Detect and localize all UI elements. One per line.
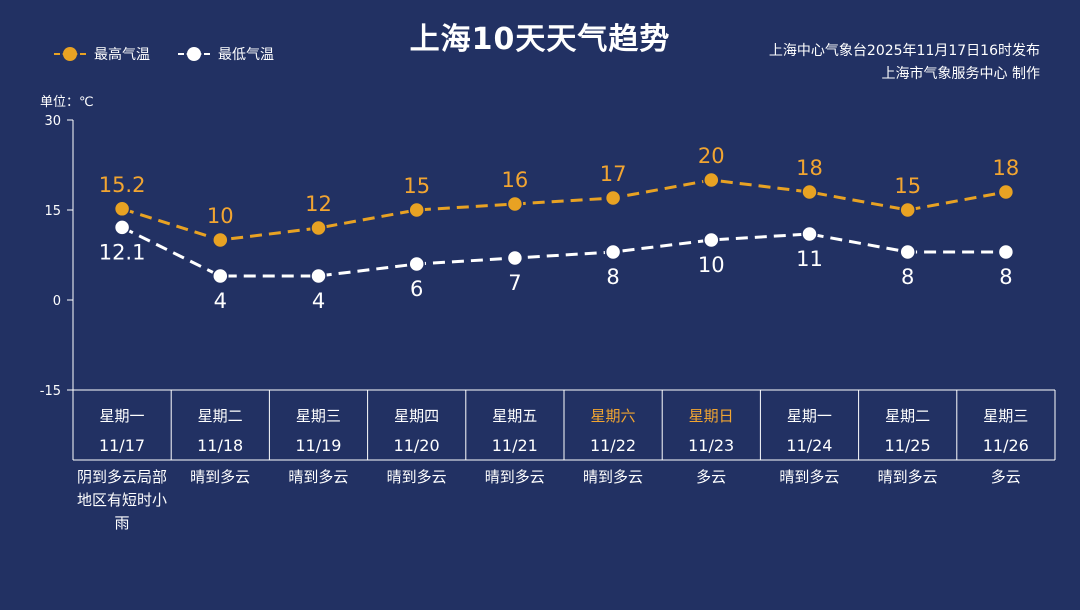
date-label: 11/22 [589,436,637,455]
date-label: 11/24 [786,436,833,455]
high-temp-point [604,189,622,207]
legend-swatch-low [178,47,210,61]
weekday-label: 星期五 [492,407,538,425]
high-temp-data-label: 15 [403,174,430,198]
low-temp-data-label: 7 [508,271,521,295]
high-temp-point [408,201,425,219]
date-label: 11/19 [295,436,342,455]
unit-label: 单位：℃ [40,95,94,110]
low-temp-data-label: 4 [214,289,227,313]
high-temp-point [212,231,229,249]
weekday-label: 星期一 [99,407,145,425]
high-temp-data-label: 12 [305,192,332,216]
source-line-2: 上海市气象服务中心 制作 [881,66,1040,82]
low-temp-point [310,267,327,285]
low-temp-point [997,243,1015,261]
low-temp-data-label: 12.1 [99,240,146,264]
low-temp-point [899,243,916,261]
low-temp-data-label: 10 [698,253,725,277]
day-column: 星期一 11/17 阴到多云局部地区有短时小雨 [73,392,171,535]
high-temp-point [310,219,327,237]
source-line-1: 上海中心气象台2025年11月17日16时发布 [768,43,1040,59]
weather-label: 晴到多云 [386,468,447,486]
low-temp-data-label: 8 [606,265,619,289]
weekday-label: 星期三 [983,407,1029,425]
high-temp-data-label: 16 [502,168,529,192]
day-column: 星期三 11/26 多云 [957,392,1055,489]
high-temp-data-label: 15.2 [99,173,146,197]
weekday-label: 星期六 [590,407,636,425]
date-label: 11/23 [688,436,735,455]
date-label: 11/21 [491,436,538,455]
low-temp-point [212,267,229,285]
weekday-label: 星期四 [394,407,440,425]
low-temp-point [801,225,818,243]
legend-item-low: 最低气温 [178,44,274,64]
weekday-label: 星期二 [885,407,931,425]
weekday-label: 星期二 [197,407,243,425]
low-temp-data-label: 6 [410,277,423,301]
y-tick-label: 0 [53,294,61,309]
high-temp-data-label: 18 [796,156,823,180]
high-temp-point [506,195,524,213]
high-temp-data-label: 17 [600,162,627,186]
high-temp-point [703,171,720,189]
weather-label: 晴到多云 [484,468,545,486]
y-tick-label: 30 [44,114,61,129]
high-temp-line [121,178,1007,242]
y-tick-label: -15 [40,384,61,399]
high-temp-point [801,183,818,201]
source-info: 上海中心气象台2025年11月17日16时发布 上海市气象服务中心 制作 [769,40,1040,86]
legend-swatch-high [54,47,86,61]
high-temp-data-label: 20 [698,144,725,168]
low-temp-point [408,255,425,273]
high-temp-point [113,200,131,218]
weather-label: 晴到多云 [288,468,349,486]
day-column: 星期五 11/21 晴到多云 [466,392,564,489]
low-temp-data-label: 4 [312,289,325,313]
day-column: 星期二 11/18 晴到多云 [171,392,269,489]
legend-item-high: 最高气温 [54,44,150,64]
low-temp-point [113,219,131,236]
low-temp-point [604,243,622,261]
day-column: 星期六 11/22 晴到多云 [564,392,662,489]
low-temp-data-label: 8 [999,265,1012,289]
date-label: 11/17 [98,436,146,455]
weather-label: 晴到多云 [582,468,643,486]
high-temp-data-label: 15 [894,174,921,198]
high-temp-point [997,183,1015,201]
high-temp-data-label: 18 [993,156,1020,180]
low-temp-line [121,226,1006,278]
date-label: 11/20 [393,436,440,455]
day-column: 星期日 11/23 多云 [662,392,760,489]
weekday-label: 星期一 [786,407,832,425]
day-column: 星期二 11/25 晴到多云 [859,392,957,489]
weather-label: 多云 [696,468,727,486]
legend-label-low: 最低气温 [218,47,274,63]
weekday-label: 星期三 [295,407,341,425]
high-temp-data-label: 10 [207,204,234,228]
weather-label: 多云 [990,468,1021,486]
y-tick-label: 15 [44,204,61,219]
weather-label: 晴到多云 [779,468,840,486]
weekday-label: 星期日 [688,407,734,425]
high-temp-point [899,201,916,219]
weather-label: 阴到多云局部地区有短时小雨 [77,468,168,532]
low-temp-data-label: 8 [901,265,914,289]
day-column: 星期四 11/20 晴到多云 [368,392,466,489]
low-temp-point [506,249,524,267]
weather-label: 晴到多云 [877,468,938,486]
weather-label: 晴到多云 [190,468,251,486]
date-label: 11/25 [884,436,931,455]
low-temp-data-label: 11 [796,247,823,271]
date-label: 11/26 [982,436,1029,455]
low-temp-point [703,231,720,249]
day-column: 星期三 11/19 晴到多云 [269,392,367,489]
legend-label-high: 最高气温 [94,47,150,63]
legend: 最高气温 最低气温 [54,44,274,64]
chart-title: 上海10天天气趋势 [409,22,671,57]
date-label: 11/18 [197,436,244,455]
day-column: 星期一 11/24 晴到多云 [760,392,858,489]
